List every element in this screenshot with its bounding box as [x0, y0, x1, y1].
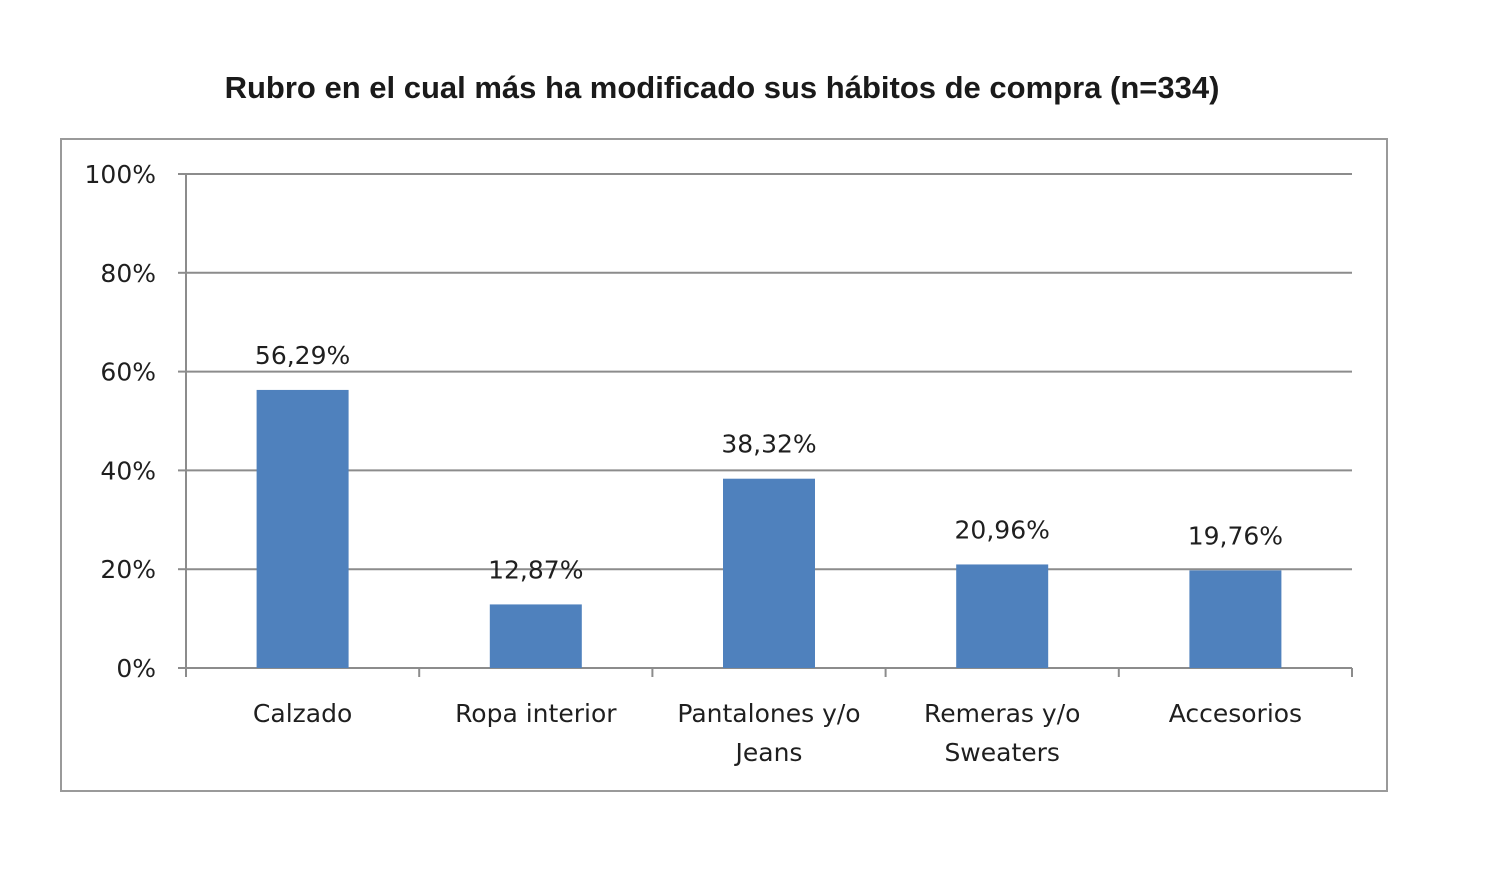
category-label: Pantalones y/o [677, 699, 860, 728]
y-tick-label: 100% [85, 160, 156, 189]
data-label: 56,29% [255, 341, 350, 370]
chart-title: Rubro en el cual más ha modificado sus h… [224, 70, 1220, 105]
bar [256, 389, 349, 668]
category-label: Ropa interior [455, 699, 617, 728]
y-tick-label: 0% [116, 654, 156, 683]
category-label: Sweaters [944, 738, 1060, 767]
data-label: 20,96% [955, 515, 1050, 544]
bar [1189, 570, 1282, 668]
bar [956, 564, 1049, 668]
category-label: Remeras y/o [924, 699, 1080, 728]
data-label: 12,87% [488, 555, 583, 584]
y-tick-label: 20% [100, 555, 156, 584]
category-label: Jeans [734, 738, 803, 767]
category-label: Calzado [253, 699, 352, 728]
y-tick-label: 60% [100, 358, 156, 387]
bar [723, 478, 815, 668]
y-tick-label: 40% [100, 456, 156, 485]
y-tick-label: 80% [100, 259, 156, 288]
data-label: 38,32% [721, 430, 816, 459]
bar [489, 604, 582, 668]
data-label: 19,76% [1188, 521, 1283, 550]
category-label: Accesorios [1169, 699, 1302, 728]
